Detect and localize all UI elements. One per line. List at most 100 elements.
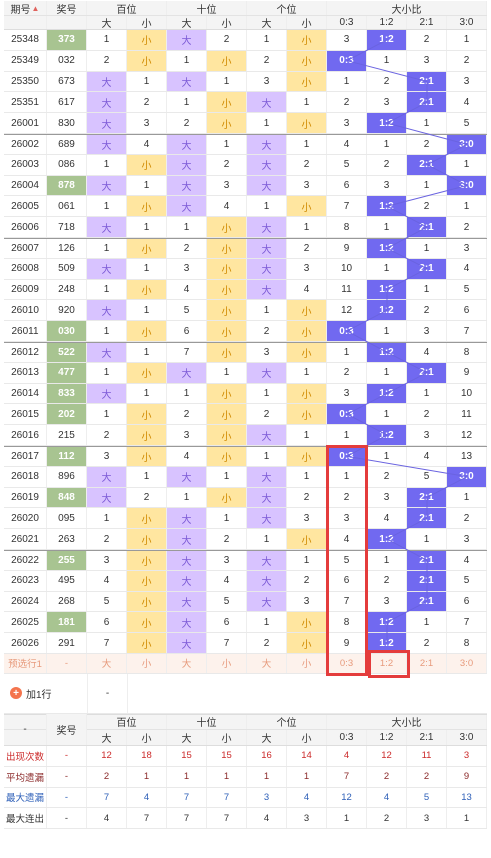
- da-cell: 1: [167, 217, 207, 237]
- xiao-cell: 小: [207, 279, 247, 300]
- predict-cell[interactable]: 大: [87, 653, 127, 673]
- shi-da-header: 大: [167, 16, 207, 30]
- ratio-cell: 3: [407, 425, 447, 445]
- xiao-cell: 1: [127, 466, 167, 487]
- ratio-cell: 1: [327, 466, 367, 487]
- stats-value: 1: [287, 766, 327, 787]
- xiao-cell: 小: [207, 487, 247, 508]
- ratio-cell: 12: [447, 425, 487, 445]
- prize-cell: 689: [47, 134, 87, 154]
- ratio-cell: 3: [327, 113, 367, 133]
- prize-cell: 291: [47, 633, 87, 653]
- table-row: 26012 522 大 1 7 小 3 小 1 1:2 4 8: [4, 341, 487, 363]
- ratio-cell: 1:2: [367, 633, 407, 653]
- ratio-cell: 1: [367, 50, 407, 71]
- predict-cell[interactable]: 1:2: [367, 653, 407, 673]
- xiao-cell: 小: [287, 529, 327, 549]
- stats-row: 出现次数 -12 18 15 15 16 14 4 12 11 3: [4, 745, 487, 767]
- ratio-cell: 2: [367, 570, 407, 591]
- predict-cell[interactable]: 2:1: [407, 653, 447, 673]
- issue-cell: 26006: [4, 217, 47, 237]
- stats-label: 出现次数: [4, 745, 47, 766]
- footer-r12: 1:2: [367, 729, 407, 745]
- table-row: 26006 718 大 1 1 小大 1 8 1 2:1 2: [4, 217, 487, 238]
- da-cell: 大: [87, 113, 127, 133]
- predict-cell[interactable]: 3:0: [447, 653, 487, 673]
- predict-cell[interactable]: 大: [167, 653, 207, 673]
- xiao-cell: 3: [207, 175, 247, 196]
- footer-r03: 0:3: [327, 729, 367, 745]
- ratio-cell: 2:1: [407, 154, 447, 175]
- issue-cell: 26003: [4, 154, 47, 175]
- ratio-cell: 2:1: [407, 550, 447, 570]
- ratio-cell: 2: [407, 196, 447, 217]
- xiao-cell: 1: [127, 383, 167, 404]
- ratio-cell: 7: [327, 196, 367, 217]
- issue-cell: 26016: [4, 425, 47, 445]
- da-cell: 1: [247, 383, 287, 404]
- ratio-cell: 1: [367, 258, 407, 279]
- add-row-button[interactable]: + 加1行: [4, 673, 88, 713]
- predict-cell[interactable]: 0:3: [327, 653, 367, 673]
- ratio-cell: 3: [447, 71, 487, 92]
- xiao-cell: 小: [127, 30, 167, 50]
- footer-bai-xiao: 小: [127, 729, 167, 745]
- ratio-cell: 1: [367, 550, 407, 570]
- da-cell: 2: [247, 404, 287, 425]
- da-cell: 1: [247, 196, 287, 217]
- stats-value: 5: [407, 787, 447, 808]
- table-row: 26021 263 2 小大 2 1 小 4 1:2 1 3: [4, 529, 487, 550]
- da-cell: 6: [167, 321, 207, 341]
- issue-header[interactable]: 期号 ▲: [4, 1, 47, 16]
- prize-cell: 268: [47, 591, 87, 612]
- table-row: 26017 112 3 小 4 小 1 小 0:3 1 4 13: [4, 445, 487, 467]
- xiao-cell: 小: [207, 321, 247, 341]
- ratio-cell: 3: [447, 238, 487, 258]
- xiao-cell: 1: [287, 362, 327, 383]
- ratio-cell: 7: [447, 321, 487, 341]
- bai-xiao-header: 小: [127, 16, 167, 30]
- table-row: 26014 833 大 1 1 小 1 小 3 1:2 1 10: [4, 383, 487, 405]
- prize-cell: 255: [47, 550, 87, 570]
- issue-cell: 26018: [4, 466, 47, 487]
- xiao-cell: 1: [127, 300, 167, 321]
- table-row: 26015 202 1 小 2 小 2 小 0:3 1 2 11: [4, 404, 487, 426]
- ratio-cell: 2:1: [407, 570, 447, 591]
- table-row: 26019 848 大 2 1 小大 2 2 3 2:1 1: [4, 487, 487, 509]
- predict-row[interactable]: 预选行1 - 大 小 大 小 大 小 0:3 1:2 2:1 3:0: [4, 653, 487, 674]
- ratio-cell: 1: [367, 217, 407, 237]
- ratio-cell: 4: [407, 446, 447, 466]
- predict-cell[interactable]: 小: [287, 653, 327, 673]
- xiao-cell: 小: [287, 50, 327, 71]
- da-cell: 2: [167, 238, 207, 258]
- da-cell: 大: [167, 175, 207, 196]
- xiao-cell: 小: [127, 508, 167, 529]
- stats-row: 最大遗漏 -7 4 7 7 3 4 12 4 5 13: [4, 787, 487, 809]
- sort-arrow-icon[interactable]: ▲: [31, 3, 40, 13]
- predict-cell[interactable]: 小: [207, 653, 247, 673]
- ratio-cell: 9: [447, 362, 487, 383]
- prize-header-spacer: [47, 16, 87, 29]
- footer-shi-header: 十位: [167, 714, 247, 729]
- xiao-cell: 小: [287, 113, 327, 133]
- table-row: 26016 215 2 小 3 小大 1 1 1:2 3 12: [4, 425, 487, 446]
- shi-xiao-header: 小: [207, 16, 247, 30]
- predict-label: 预选行1: [4, 653, 47, 673]
- predict-cell[interactable]: 小: [127, 653, 167, 673]
- da-cell: 大: [247, 466, 287, 487]
- issue-cell: 26017: [4, 446, 47, 466]
- ratio-cell: 9: [327, 633, 367, 653]
- da-cell: 3: [247, 342, 287, 362]
- predict-cell[interactable]: 大: [247, 653, 287, 673]
- footer-header-sub: - 奖号 大 小 大 小 大 小 0:3 1:2 2:1 3:0: [4, 713, 487, 746]
- add-row-spacer: [128, 674, 487, 713]
- xiao-cell: 小: [287, 612, 327, 633]
- xiao-cell: 小: [207, 50, 247, 71]
- stats-label: 最大遗漏: [4, 787, 47, 808]
- table-row: 25351 617 大 2 1 小大 1 2 3 2:1 4: [4, 92, 487, 114]
- ratio-cell: 4: [447, 258, 487, 279]
- da-cell: 1: [247, 30, 287, 50]
- footer-shi-da: 大: [167, 729, 207, 745]
- da-cell: 大: [247, 154, 287, 175]
- prize-cell: 673: [47, 71, 87, 92]
